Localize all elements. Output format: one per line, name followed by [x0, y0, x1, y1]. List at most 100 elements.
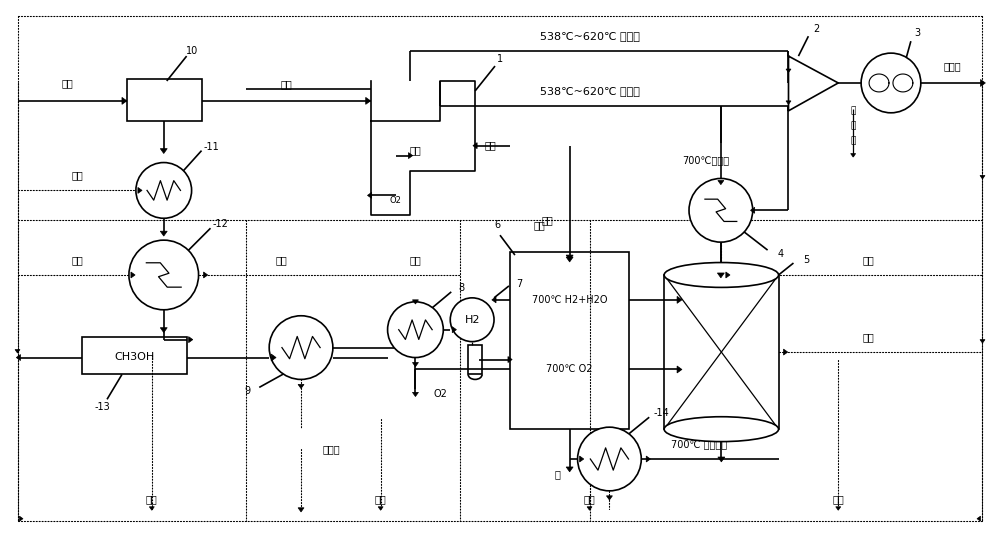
Bar	[82, 337, 187, 374]
Text: 余电: 余电	[584, 494, 595, 504]
Polygon shape	[473, 143, 477, 149]
Polygon shape	[587, 507, 592, 510]
Polygon shape	[981, 79, 985, 86]
Polygon shape	[298, 384, 304, 389]
Text: -12: -12	[213, 219, 228, 229]
Polygon shape	[271, 354, 276, 361]
Polygon shape	[580, 456, 584, 462]
Polygon shape	[15, 350, 20, 353]
Polygon shape	[204, 272, 208, 278]
Text: 8: 8	[458, 283, 464, 293]
Text: 700℃ O2: 700℃ O2	[546, 365, 593, 374]
Polygon shape	[784, 349, 788, 355]
Circle shape	[136, 163, 192, 218]
Polygon shape	[836, 507, 841, 510]
Polygon shape	[122, 97, 127, 104]
Bar	[664, 275, 779, 429]
Polygon shape	[492, 297, 496, 303]
Polygon shape	[977, 516, 981, 521]
Polygon shape	[131, 272, 135, 278]
Text: 空气: 空气	[542, 215, 554, 225]
Polygon shape	[717, 273, 724, 278]
Text: 700℃ 炉控空气: 700℃ 炉控空气	[671, 439, 727, 449]
Polygon shape	[677, 296, 682, 303]
Text: 空气: 空气	[484, 141, 496, 151]
Circle shape	[388, 302, 443, 358]
Text: 700℃ H2+H2O: 700℃ H2+H2O	[532, 295, 607, 305]
Polygon shape	[452, 326, 456, 332]
Text: O2: O2	[433, 389, 447, 400]
Polygon shape	[378, 507, 383, 510]
Polygon shape	[851, 154, 856, 157]
Polygon shape	[980, 176, 985, 179]
Text: 3: 3	[915, 28, 921, 38]
Text: 余电: 余电	[832, 494, 844, 504]
Text: 余热: 余热	[275, 255, 287, 265]
Polygon shape	[412, 300, 418, 304]
Text: -11: -11	[204, 142, 219, 151]
Polygon shape	[786, 101, 791, 104]
Text: 1: 1	[497, 54, 503, 64]
Circle shape	[689, 178, 753, 242]
Text: 9: 9	[244, 386, 250, 396]
Polygon shape	[718, 180, 724, 185]
Polygon shape	[606, 496, 612, 500]
Polygon shape	[160, 328, 167, 332]
Polygon shape	[138, 187, 142, 193]
Polygon shape	[298, 508, 304, 512]
Text: 水: 水	[555, 469, 561, 479]
Text: 余电: 余电	[375, 494, 386, 504]
Polygon shape	[412, 362, 418, 367]
Text: O2: O2	[390, 196, 401, 205]
Circle shape	[129, 240, 199, 310]
Text: 5: 5	[803, 255, 810, 265]
Text: 7: 7	[516, 279, 522, 289]
Text: 538℃~620℃ 水蒸汽: 538℃~620℃ 水蒸汽	[540, 86, 639, 96]
Polygon shape	[566, 255, 573, 260]
Polygon shape	[726, 272, 730, 278]
Text: 烟气: 烟气	[280, 79, 292, 89]
Polygon shape	[646, 456, 650, 462]
Polygon shape	[366, 97, 371, 104]
Polygon shape	[980, 339, 985, 343]
Bar	[510, 252, 629, 429]
Circle shape	[578, 427, 641, 491]
Text: 6: 6	[494, 220, 500, 230]
Polygon shape	[160, 231, 167, 236]
Circle shape	[450, 298, 494, 342]
Text: 700℃水蒸汽: 700℃水蒸汽	[682, 156, 729, 165]
Text: 10: 10	[185, 46, 198, 56]
Bar	[468, 345, 482, 374]
Text: -14: -14	[653, 408, 669, 418]
Polygon shape	[149, 507, 154, 510]
Polygon shape	[508, 357, 512, 362]
Text: 538℃~620℃ 水蒸汽: 538℃~620℃ 水蒸汽	[540, 31, 639, 41]
Polygon shape	[16, 354, 20, 360]
Text: 余电: 余电	[71, 255, 83, 265]
Text: 余电: 余电	[71, 170, 83, 180]
Text: 余热: 余热	[410, 255, 421, 265]
Text: 余电: 余电	[862, 332, 874, 342]
Text: 余电: 余电	[862, 255, 874, 265]
Polygon shape	[160, 149, 167, 154]
Polygon shape	[367, 192, 372, 198]
Text: 排烟: 排烟	[61, 78, 73, 88]
Text: 汽: 汽	[850, 106, 856, 115]
Bar	[127, 79, 202, 121]
Polygon shape	[19, 516, 23, 521]
Polygon shape	[566, 257, 573, 262]
Polygon shape	[718, 457, 725, 462]
Polygon shape	[786, 69, 791, 72]
Polygon shape	[677, 366, 682, 373]
Text: 煤粉: 煤粉	[410, 146, 421, 156]
Ellipse shape	[664, 417, 779, 441]
Text: 余电: 余电	[146, 494, 158, 504]
Text: CH3OH: CH3OH	[115, 352, 155, 361]
Polygon shape	[750, 207, 755, 213]
Text: 去储存: 去储存	[322, 444, 340, 454]
Ellipse shape	[664, 263, 779, 287]
Polygon shape	[566, 467, 573, 472]
Text: 机: 机	[850, 136, 856, 145]
Text: 4: 4	[777, 249, 784, 259]
Text: 2: 2	[813, 24, 819, 34]
